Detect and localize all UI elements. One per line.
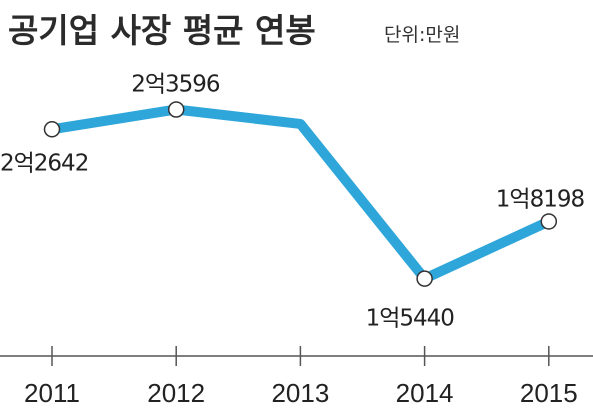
x-tick-label: 2014: [396, 378, 454, 408]
x-tick-label: 2015: [520, 378, 578, 408]
data-point-marker: [416, 270, 433, 287]
x-tick-label: 2012: [147, 378, 205, 408]
unit-label: 단위:만원: [384, 24, 461, 46]
data-point-marker: [540, 213, 558, 230]
data-label: 2억2642: [0, 150, 88, 176]
data-label: 1억5440: [366, 306, 455, 332]
x-axis: 2011 2012 2013 2014 2015: [0, 346, 593, 408]
chart-title: 공기업 사장 평균 연봉: [8, 11, 316, 50]
data-point-marker: [167, 101, 185, 118]
data-point-marker: [43, 121, 61, 138]
series-line-layer: [43, 101, 558, 287]
x-tick-label: 2013: [271, 378, 329, 408]
data-label-layer: 2억2642 2억3596 1억5440 1억8198: [0, 71, 585, 332]
data-label: 2억3596: [131, 71, 220, 97]
x-tick-label: 2011: [24, 378, 80, 408]
series-line: [51, 104, 551, 284]
data-label: 1억8198: [496, 186, 585, 212]
